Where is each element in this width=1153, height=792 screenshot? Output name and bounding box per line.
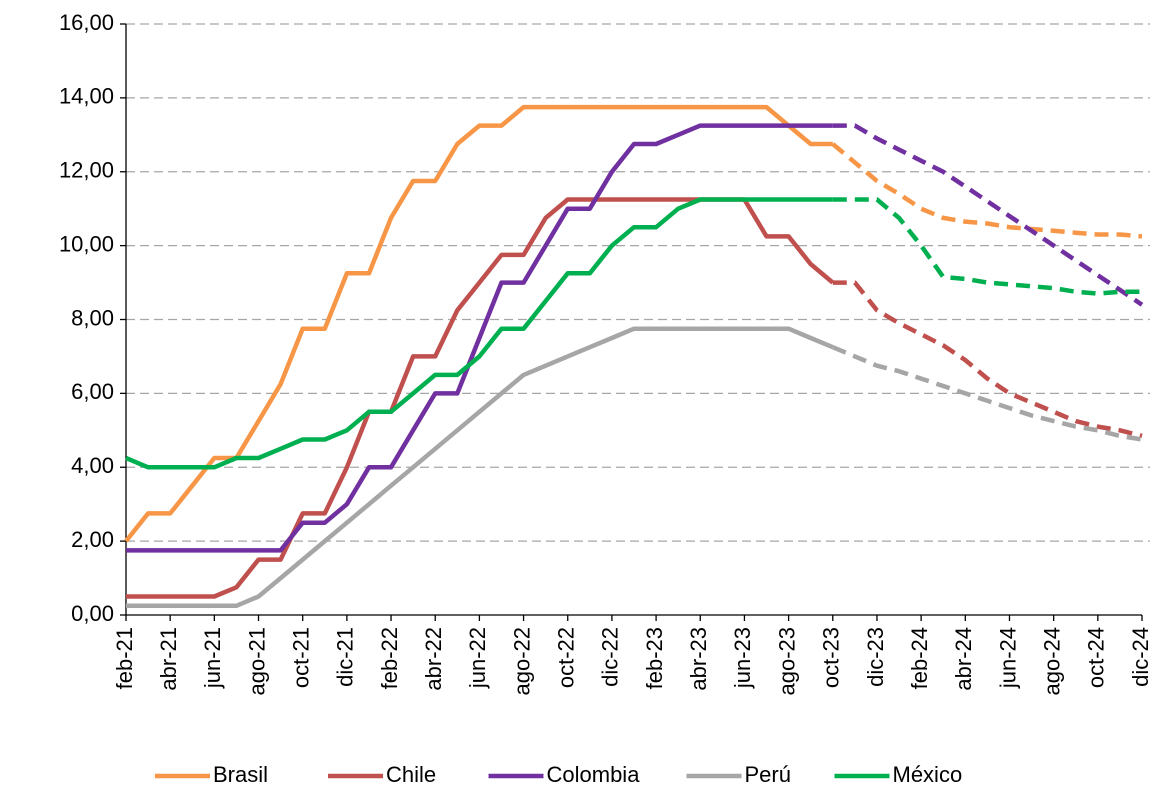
x-tick-label: dic-22 [598, 627, 623, 687]
x-tick-label: oct-21 [289, 627, 314, 688]
x-tick-label: ago-24 [1039, 627, 1064, 696]
x-tick-label: dic-21 [333, 627, 358, 687]
legend-label: Brasil [213, 762, 268, 787]
x-tick-label: feb-24 [907, 627, 932, 689]
y-tick-label: 10,00 [59, 231, 114, 256]
x-tick-label: jun-22 [465, 627, 490, 689]
y-tick-label: 6,00 [71, 379, 114, 404]
x-tick-label: ago-22 [509, 627, 534, 696]
x-tick-label: abr-21 [156, 627, 181, 691]
y-tick-label: 4,00 [71, 453, 114, 478]
x-tick-label: abr-23 [686, 627, 711, 691]
legend-label: Perú [745, 762, 791, 787]
legend-label: Colombia [547, 762, 641, 787]
x-tick-label: jun-24 [995, 627, 1020, 689]
x-tick-label: abr-22 [421, 627, 446, 691]
x-tick-label: jun-23 [730, 627, 755, 689]
x-tick-label: ago-23 [774, 627, 799, 696]
x-tick-label: jun-21 [200, 627, 225, 689]
x-tick-label: dic-24 [1128, 627, 1153, 687]
x-tick-label: dic-23 [863, 627, 888, 687]
series-line-projection [833, 126, 1142, 305]
y-tick-label: 12,00 [59, 158, 114, 183]
legend-label: Chile [386, 762, 436, 787]
x-tick-label: oct-22 [554, 627, 579, 688]
x-tick-label: oct-24 [1084, 627, 1109, 688]
legend-label: México [893, 762, 963, 787]
series-line-projection [833, 200, 1142, 294]
x-tick-label: feb-23 [642, 627, 667, 689]
series-line-projection [833, 144, 1142, 236]
series-line [126, 200, 833, 597]
x-tick-label: feb-22 [377, 627, 402, 689]
x-tick-label: oct-23 [819, 627, 844, 688]
x-tick-label: abr-24 [951, 627, 976, 691]
series-line-projection [833, 283, 1142, 436]
y-tick-label: 14,00 [59, 84, 114, 109]
x-tick-label: ago-21 [244, 627, 269, 696]
y-tick-label: 16,00 [59, 10, 114, 35]
y-tick-label: 2,00 [71, 527, 114, 552]
series-line [126, 126, 833, 551]
chart: 0,00 2,00 4,00 6,00 8,00 10,00 12,00 14,00 16,00… [0, 0, 1153, 792]
x-tick-label: feb-21 [112, 627, 137, 689]
y-tick-label: 0,00 [71, 601, 114, 626]
page: {"chart_data": {"type": "line", "categor… [0, 0, 1153, 792]
y-tick-label: 8,00 [71, 305, 114, 330]
